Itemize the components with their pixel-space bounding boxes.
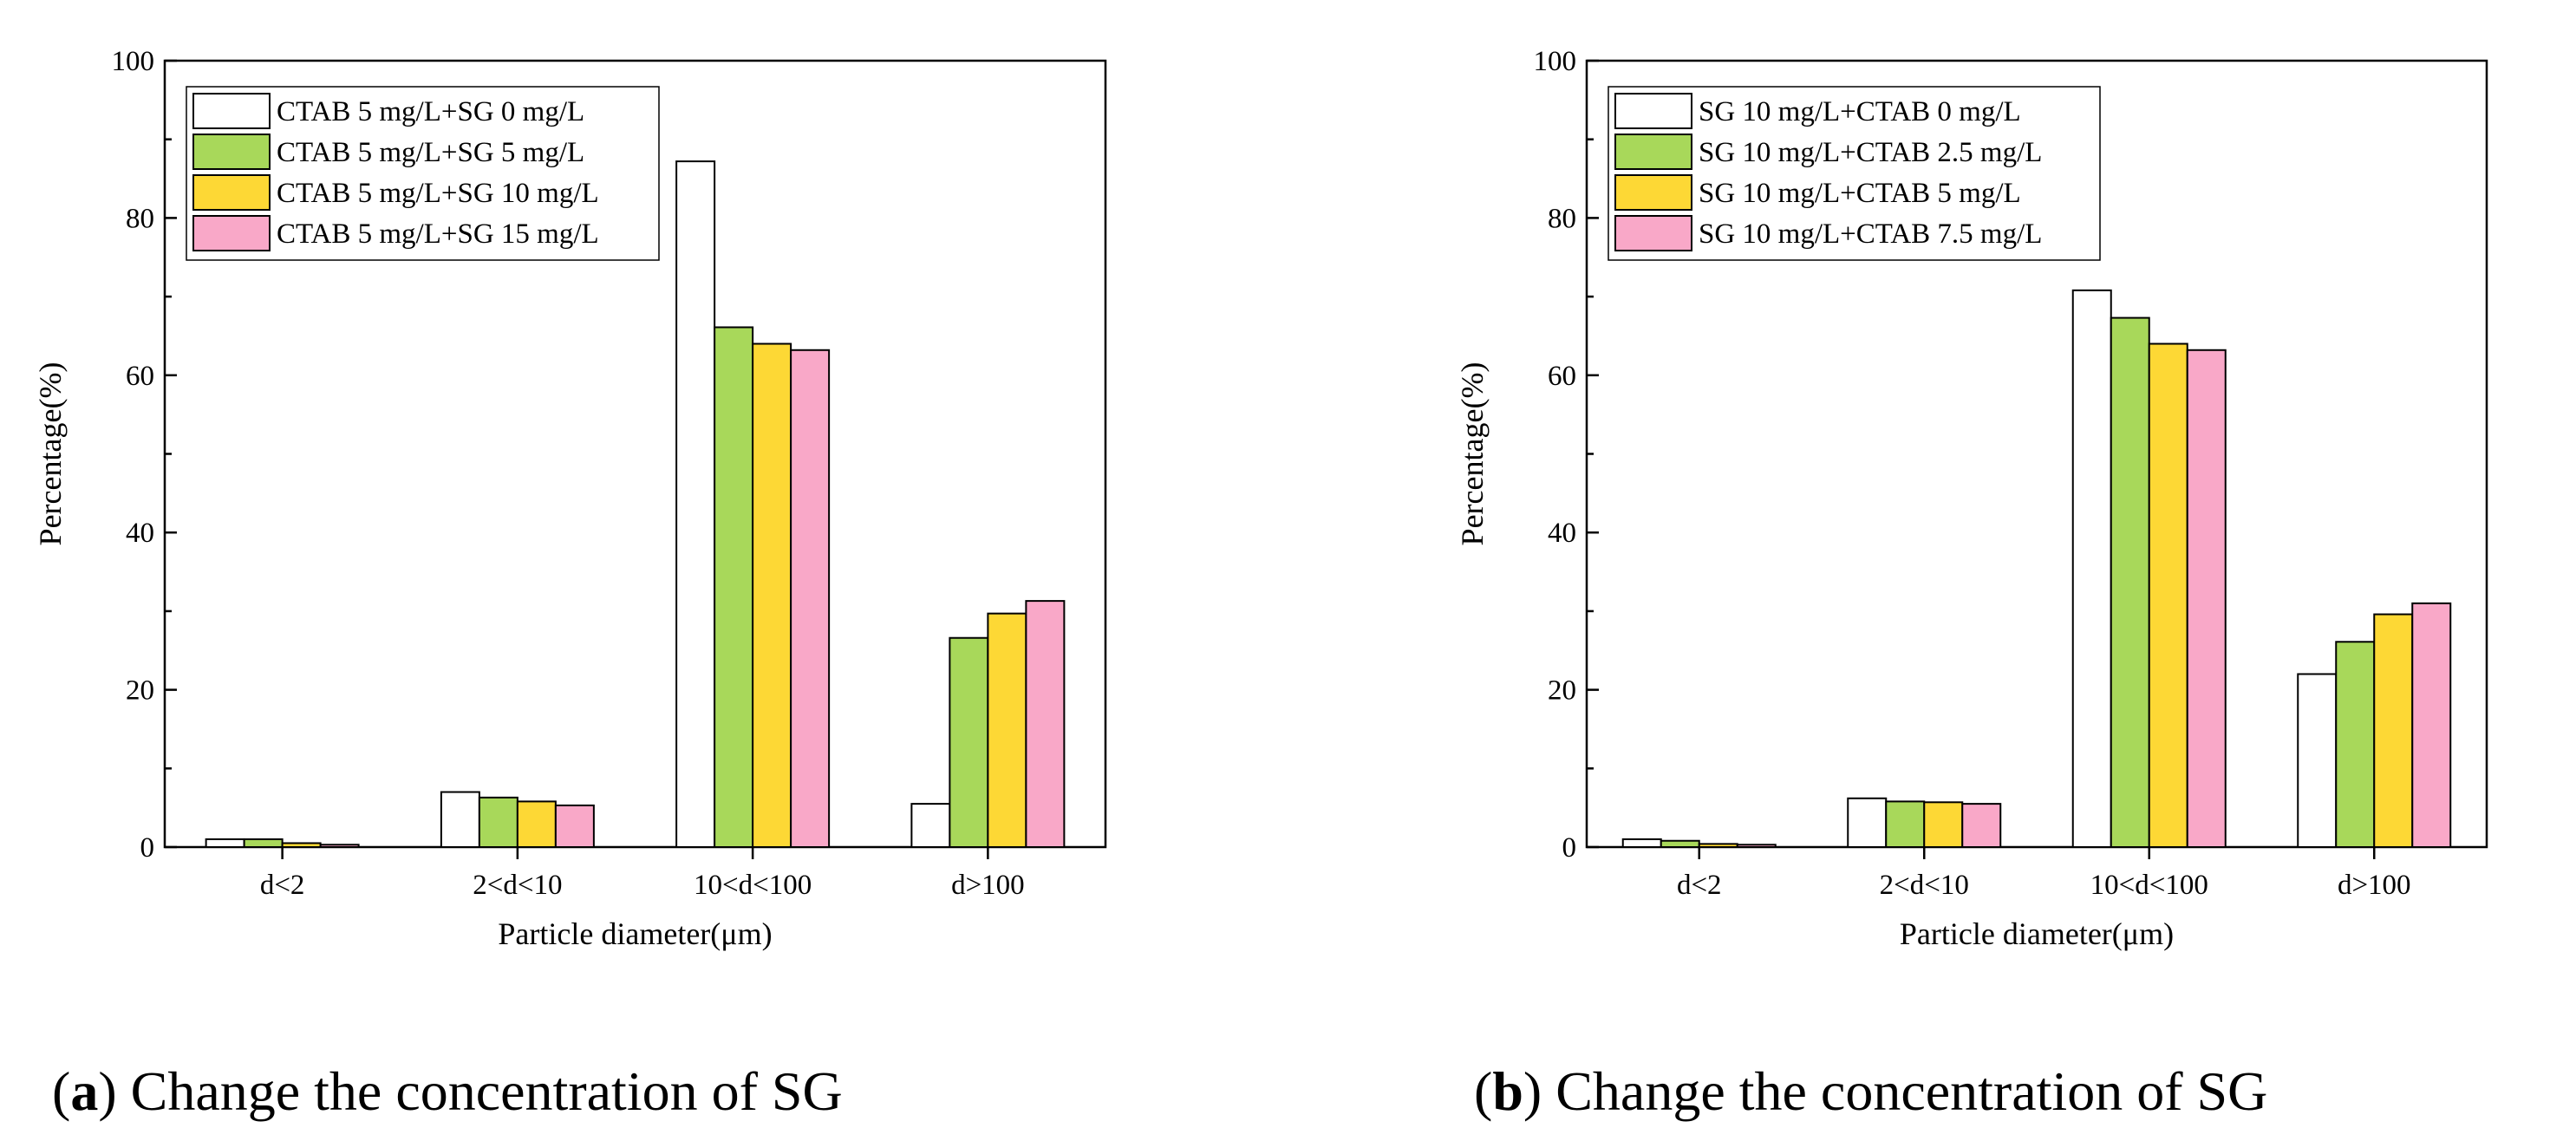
bar [2110,316,2150,848]
y-tick-label: 40 [126,518,154,549]
y-tick-label: 20 [1548,675,1576,707]
legend-label: SG 10 mg/L+CTAB 0 mg/L [1699,96,2021,127]
bar [1847,797,1888,848]
x-tick-label: d>100 [2338,870,2411,901]
y-axis-title: Percentage(%) [33,362,68,546]
bar [2148,342,2188,848]
x-tick-label: 10<d<100 [694,870,812,901]
x-tick-label: d<2 [1677,870,1722,901]
legend-swatch [192,174,271,211]
legend-swatch [192,215,271,251]
y-tick-label: 100 [112,46,155,77]
legend-label: SG 10 mg/L+CTAB 5 mg/L [1699,178,2021,209]
y-tick-label: 0 [1562,832,1577,864]
y-tick-label: 80 [1548,203,1576,234]
bar [516,800,557,848]
bar [1961,803,2002,848]
x-tick-label: 10<d<100 [2090,870,2208,901]
bar [752,342,792,848]
bar [2411,602,2452,849]
chart-panel-a: 0 20 40 60 80 100 Percentage(%) d<2 2<d<10 10<d<1… [33,46,1107,951]
bar [1736,844,1777,848]
legend-swatch [1614,174,1692,211]
y-tick-label: 80 [126,203,154,234]
legend-label: CTAB 5 mg/L+SG 15 mg/L [277,218,599,250]
legend-label: CTAB 5 mg/L+SG 10 mg/L [277,178,599,209]
legend-label: CTAB 5 mg/L+SG 0 mg/L [277,96,584,127]
y-tick-label: 60 [126,361,154,392]
bar [1621,838,1662,848]
bar [1698,843,1738,849]
caption-a: (a) Change the concentration of SG [52,1060,843,1122]
bar [2071,289,2112,848]
bar [554,804,595,849]
x-axis-title: Particle diameter(μm) [1900,916,2174,951]
bar [440,791,480,849]
bar [243,838,284,848]
x-tick-label: 2<d<10 [1880,870,1969,901]
bar [319,844,360,848]
x-tick-label: d<2 [260,870,305,901]
bar [790,349,831,848]
legend-swatch [1614,134,1692,170]
bar [2297,673,2338,849]
legend-swatch [1614,215,1692,251]
y-tick-label: 20 [126,675,154,707]
x-tick-label: d>100 [951,870,1025,901]
bar [949,636,989,848]
bar [2186,349,2227,848]
bar [714,326,754,848]
y-tick-label: 40 [1548,518,1576,549]
bar [2373,613,2414,848]
bar [478,796,518,849]
bar [1885,800,1926,848]
bar [987,612,1027,848]
y-tick-label: 60 [1548,361,1576,392]
legend-swatch [192,134,271,170]
bar [1660,839,1700,849]
bar [1025,600,1066,848]
y-axis-title: Percentage(%) [1455,362,1490,546]
bar [2335,641,2376,849]
y-tick-label: 100 [1534,46,1577,77]
bar [281,842,322,849]
caption-b: (b) Change the concentration of SG [1474,1060,2267,1122]
legend-label: SG 10 mg/L+CTAB 2.5 mg/L [1699,137,2042,168]
x-tick-label: 2<d<10 [473,870,562,901]
bar [205,838,245,848]
legend-swatch [192,93,271,129]
chart-panel-b: 0 20 40 60 80 100 Percentage(%) d<2 2<d<10 10<d<1… [1455,46,2488,951]
bar [675,160,716,848]
legend-label: CTAB 5 mg/L+SG 5 mg/L [277,137,584,168]
x-axis-title: Particle diameter(μm) [498,916,772,951]
legend-label: SG 10 mg/L+CTAB 7.5 mg/L [1699,218,2042,250]
bar [910,803,951,848]
bar [1923,801,1964,849]
y-tick-label: 0 [140,832,155,864]
legend-swatch [1614,93,1692,129]
